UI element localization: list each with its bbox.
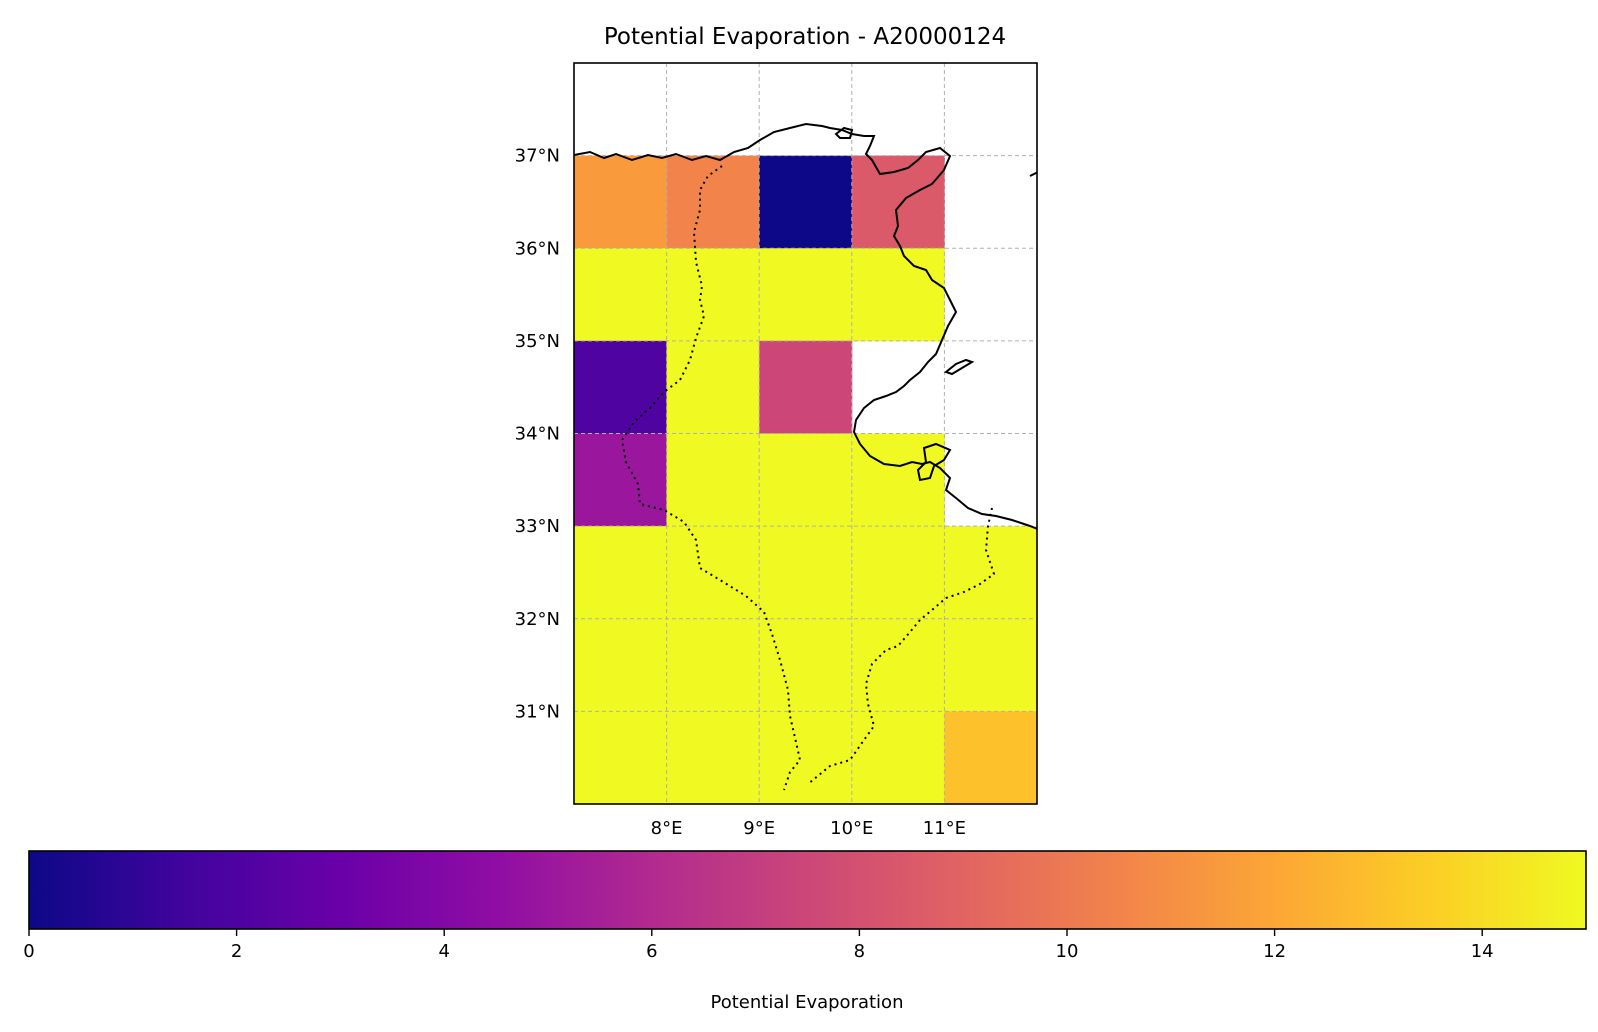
- algeria-tunisia-border: [620, 165, 802, 791]
- x-tick-labels: 8°E 9°E 10°E 11°E: [651, 818, 966, 839]
- y-tick-labels: 37°N 36°N 35°N 34°N 33°N 32°N 31°N: [515, 146, 560, 723]
- heatmap-cell: [574, 248, 668, 342]
- map-frame: [573, 62, 1038, 805]
- colorbar-tick-label: 4: [438, 941, 449, 962]
- heatmap-cell: [851, 433, 945, 527]
- heatmap-cell: [574, 340, 668, 434]
- heatmap-cell: [759, 711, 853, 804]
- colorbar-label: Potential Evaporation: [711, 992, 904, 1013]
- y-tick-label: 37°N: [515, 146, 560, 167]
- y-tick-label: 32°N: [515, 609, 560, 630]
- heatmap-cell: [759, 155, 853, 249]
- heatmap-cell: [851, 155, 945, 249]
- colorbar-ticks: 0 2 4 6 8 10 12 14: [23, 929, 1494, 962]
- heatmap-cell: [851, 711, 945, 804]
- heatmap-cell: [944, 526, 1037, 620]
- heatmap-cell: [944, 711, 1037, 804]
- gridlines: [574, 63, 1037, 804]
- y-tick-label: 35°N: [515, 331, 560, 352]
- tunisia-libya-border: [807, 507, 996, 785]
- heatmap-cell: [851, 248, 945, 342]
- heatmap-cell: [759, 248, 853, 342]
- heatmap-cell: [574, 711, 668, 804]
- heatmap-cell: [666, 526, 760, 620]
- y-tick-label: 36°N: [515, 238, 560, 259]
- y-tick-label: 33°N: [515, 516, 560, 537]
- heatmap-cell: [666, 155, 760, 249]
- heatmap-cell: [759, 618, 853, 712]
- colorbar-tick-label: 8: [854, 941, 865, 962]
- map-panel: [574, 63, 1037, 804]
- heatmap-cell: [759, 433, 853, 527]
- x-tick-label: 8°E: [651, 818, 683, 839]
- heatmap-cell: [666, 433, 760, 527]
- y-tick-label: 34°N: [515, 424, 560, 445]
- colorbar-tick-label: 10: [1056, 941, 1079, 962]
- heatmap-cell: [851, 526, 945, 620]
- heatmap-cell: [851, 618, 945, 712]
- heatmap-cell: [759, 526, 853, 620]
- coastline: [574, 122, 1037, 530]
- colorbar-tick-label: 0: [23, 941, 34, 962]
- x-tick-label: 9°E: [743, 818, 775, 839]
- chart-title: Potential Evaporation - A20000124: [604, 24, 1006, 50]
- heatmap-cell: [666, 711, 760, 804]
- island-kerkennah: [943, 358, 975, 376]
- heatmap-cell: [666, 618, 760, 712]
- heatmap-cell: [666, 248, 760, 342]
- colorbar-tick-label: 2: [231, 941, 242, 962]
- heatmap-cell: [574, 526, 668, 620]
- colorbar-tick-label: 12: [1263, 941, 1286, 962]
- cap-bon-islet: [834, 126, 854, 139]
- island-djerba: [916, 442, 952, 482]
- heatmap-cells: [574, 155, 1037, 804]
- colorbar-tick-label: 6: [646, 941, 657, 962]
- colorbar-tick-label: 14: [1471, 941, 1494, 962]
- heatmap-cell: [574, 155, 668, 249]
- x-tick-label: 10°E: [830, 818, 873, 839]
- heatmap-cell: [759, 340, 853, 434]
- heatmap-cell: [574, 618, 668, 712]
- y-tick-label: 31°N: [515, 701, 560, 722]
- x-tick-label: 11°E: [923, 818, 966, 839]
- heatmap-cell: [944, 618, 1037, 712]
- colorbar: [28, 850, 1587, 930]
- heatmap-cell: [574, 433, 668, 527]
- heatmap-cell: [666, 340, 760, 434]
